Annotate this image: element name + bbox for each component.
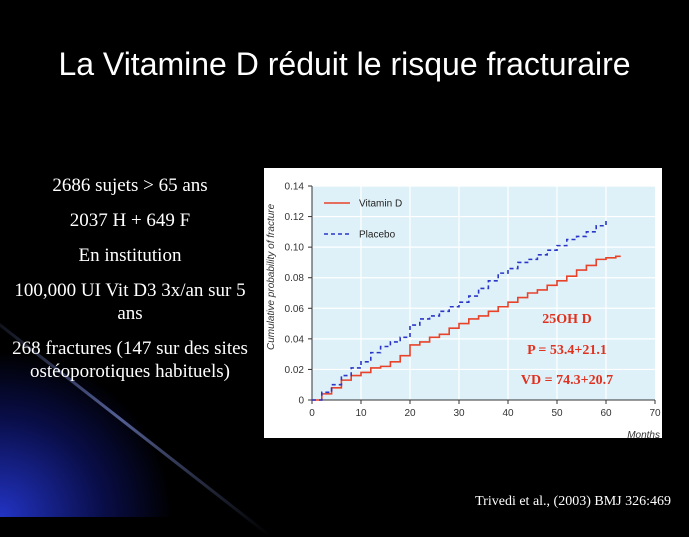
- legend-label: Placebo: [359, 230, 396, 241]
- x-tick-label: 60: [600, 408, 612, 419]
- x-tick-label: 70: [649, 408, 661, 419]
- y-tick-label: 0.14: [285, 182, 305, 193]
- annotation-text: VD = 74.3+20.7: [521, 373, 613, 388]
- chart-panel: 0 0.02 0.04 0.06 0.08 0.10 0.12 0.14 0 10 20 30 40 50…: [264, 168, 662, 442]
- y-tick-label: 0.04: [285, 334, 305, 345]
- fracture-chart: 0 0.02 0.04 0.06 0.08 0.10 0.12 0.14 0 10 20 30 40 50…: [266, 182, 661, 442]
- y-tick-label: 0.10: [285, 243, 305, 254]
- slide-title: La Vitamine D réduit le risque fracturai…: [58, 46, 631, 82]
- annotations: 25OH D P = 53.4+21.1 VD = 74.3+20.7: [521, 312, 613, 388]
- citation: Trivedi et al., (2003) BMJ 326:469: [475, 494, 671, 509]
- x-tick-label: 40: [502, 408, 514, 419]
- annotation-text: 25OH D: [542, 312, 591, 327]
- y-tick-label: 0.12: [285, 212, 305, 223]
- bullet-setting: En institution: [78, 245, 182, 266]
- x-tick-label: 0: [309, 408, 315, 419]
- x-tick-label: 50: [551, 408, 563, 419]
- bullet-sex-split: 2037 H + 649 F: [69, 210, 191, 231]
- x-tick-label: 20: [404, 408, 416, 419]
- tick-labels: 0 0.02 0.04 0.06 0.08 0.10 0.12 0.14 0 10 20 30 40 50…: [285, 182, 661, 420]
- y-axis-label: Cumulative probability of fracture: [266, 203, 277, 350]
- x-tick-label: 30: [453, 408, 465, 419]
- annotation-text: P = 53.4+21.1: [527, 343, 607, 358]
- bullet-subjects: 2686 sujets > 65 ans: [52, 175, 208, 196]
- y-tick-label: 0.02: [285, 365, 305, 376]
- bullet-dose: 100,000 UI Vit D3 3x/an sur 5 ans: [14, 280, 246, 324]
- y-tick-label: 0.06: [285, 304, 305, 315]
- plot-area: [312, 186, 655, 400]
- legend: Vitamin D Placebo: [324, 199, 402, 241]
- x-tick-label: 10: [355, 408, 367, 419]
- y-tick-label: 0.08: [285, 273, 305, 284]
- series-lines: [312, 218, 621, 401]
- y-tick-label: 0: [298, 396, 304, 407]
- legend-label: Vitamin D: [359, 199, 402, 210]
- bullet-fractures: 268 fractures (147 sur des sites ostéopo…: [12, 338, 248, 382]
- series-line-placebo: [312, 218, 607, 401]
- series-line-vitamin-d: [312, 255, 621, 401]
- axes: [308, 185, 656, 404]
- bullet-list: 2686 sujets > 65 ans 2037 H + 649 F En i…: [4, 174, 256, 395]
- x-axis-label: Months: [627, 430, 660, 438]
